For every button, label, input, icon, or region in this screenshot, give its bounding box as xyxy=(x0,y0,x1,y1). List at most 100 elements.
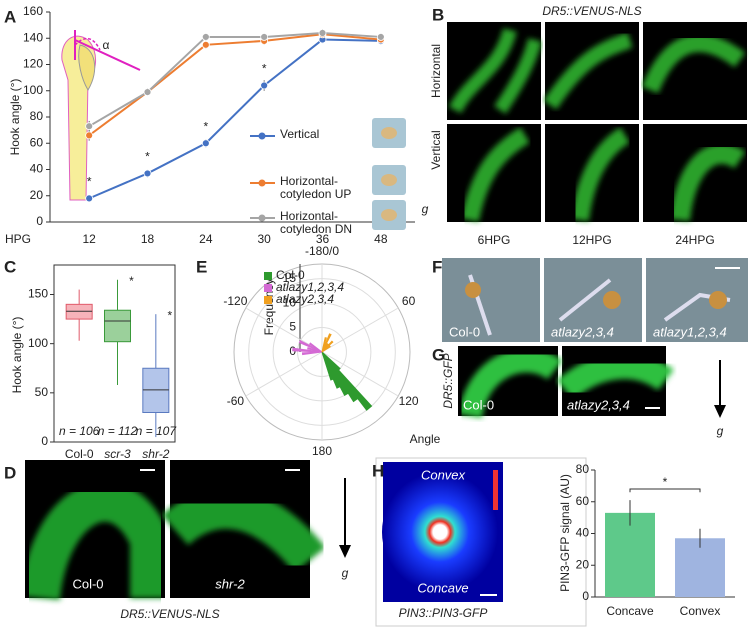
label: * xyxy=(663,475,668,489)
point xyxy=(143,88,152,96)
label: Vertical xyxy=(429,130,443,169)
label: Col-0 xyxy=(276,268,305,282)
label: n = 112 xyxy=(98,424,138,438)
label: g xyxy=(717,424,724,438)
label: n = 107 xyxy=(136,424,178,438)
label: Frequency xyxy=(262,279,276,336)
point xyxy=(376,33,385,41)
label: 18 xyxy=(141,232,155,246)
label: * xyxy=(129,274,134,288)
legend-swatch xyxy=(264,284,272,292)
label: 30 xyxy=(257,232,271,246)
point xyxy=(201,139,210,148)
seed xyxy=(381,209,397,221)
label: g xyxy=(422,202,429,216)
label: * xyxy=(167,308,172,322)
image-grid-b xyxy=(420,22,747,222)
bar xyxy=(605,512,655,597)
spoke xyxy=(321,307,399,353)
plot-frame xyxy=(53,264,176,443)
label: 60 xyxy=(30,135,44,149)
label: 120 xyxy=(23,57,43,71)
seed xyxy=(381,127,397,139)
rose-bar xyxy=(321,345,331,353)
spoke xyxy=(245,351,323,397)
panel-letter: C xyxy=(4,257,16,276)
panel-letter: F xyxy=(432,257,442,276)
legend-entry: Horizontal-cotyledon UP xyxy=(280,175,352,201)
label: shr-2 xyxy=(215,576,245,591)
label: atlazy1,2,3,4 xyxy=(653,324,727,339)
label: 12HPG xyxy=(572,233,611,247)
rose-bar xyxy=(321,351,359,403)
bracket xyxy=(629,488,701,493)
panel-letter: D xyxy=(4,463,16,482)
label: 80 xyxy=(576,462,590,476)
point xyxy=(260,81,269,90)
label: shr-2 xyxy=(142,447,169,461)
label: atlazy2,3,4 xyxy=(551,324,614,339)
label: Convex xyxy=(680,604,721,618)
label: scr-3 xyxy=(104,447,131,461)
label: Angle xyxy=(410,432,441,446)
label: Concave xyxy=(417,580,468,595)
label: 0 xyxy=(36,214,43,228)
label: Convex xyxy=(421,467,466,482)
panel-letter: E xyxy=(196,257,207,276)
label: 100 xyxy=(28,336,48,350)
label: 40 xyxy=(30,162,44,176)
label: 24 xyxy=(199,232,213,246)
label: 20 xyxy=(30,188,44,202)
label: PIN3-GFP signal (AU) xyxy=(558,474,572,592)
legend-box: Horizontal-cotyledon DN xyxy=(280,210,352,236)
label: -120 xyxy=(223,294,247,308)
label: 100 xyxy=(23,83,43,97)
angle-line xyxy=(74,39,141,71)
panel-letter: B xyxy=(432,5,444,24)
angle-arc xyxy=(74,37,101,51)
label: 180 xyxy=(312,444,332,458)
label: Horizontal xyxy=(429,44,443,98)
legend-box: Horizontal-cotyledon UP xyxy=(280,175,352,201)
label: 160 xyxy=(23,4,43,18)
point xyxy=(201,40,210,49)
spoke xyxy=(321,351,399,397)
label: 10 xyxy=(283,295,297,309)
label: 5 xyxy=(289,320,296,334)
label: -180/0 xyxy=(305,244,339,258)
rose-bar xyxy=(301,351,323,356)
legend-swatch xyxy=(264,296,272,304)
rose-bar xyxy=(308,342,323,353)
label: 60 xyxy=(402,294,416,308)
legend-entry: Vertical xyxy=(280,128,320,141)
label: -60 xyxy=(227,394,245,408)
panel-letter: A xyxy=(4,7,16,26)
image-panel-d xyxy=(20,460,351,601)
label: 0 xyxy=(582,589,589,603)
label: 40 xyxy=(576,526,590,540)
image-panel-h xyxy=(375,457,587,627)
label: 6HPG xyxy=(478,233,511,247)
rose-bar xyxy=(321,351,373,411)
label: 120 xyxy=(399,394,419,408)
point xyxy=(201,33,210,41)
label: DR5::VENUS-NLS xyxy=(120,607,219,621)
seed xyxy=(381,174,397,186)
label: Hook angle (°) xyxy=(10,317,24,394)
label: 150 xyxy=(28,287,48,301)
point xyxy=(260,33,269,41)
label: 48 xyxy=(374,232,388,246)
legend-marker xyxy=(258,132,266,140)
label: 140 xyxy=(23,30,43,44)
label: Col-0 xyxy=(463,397,494,412)
label: atlazy2,3,4 xyxy=(567,397,630,412)
legend-marker xyxy=(258,214,266,222)
label: Col-0 xyxy=(72,576,103,591)
legend-box: Vertical xyxy=(280,128,320,141)
label: * xyxy=(203,119,208,133)
label: 80 xyxy=(30,109,44,123)
point xyxy=(85,194,94,203)
point xyxy=(318,29,327,37)
bar xyxy=(675,538,725,597)
label: HPG xyxy=(5,232,31,246)
